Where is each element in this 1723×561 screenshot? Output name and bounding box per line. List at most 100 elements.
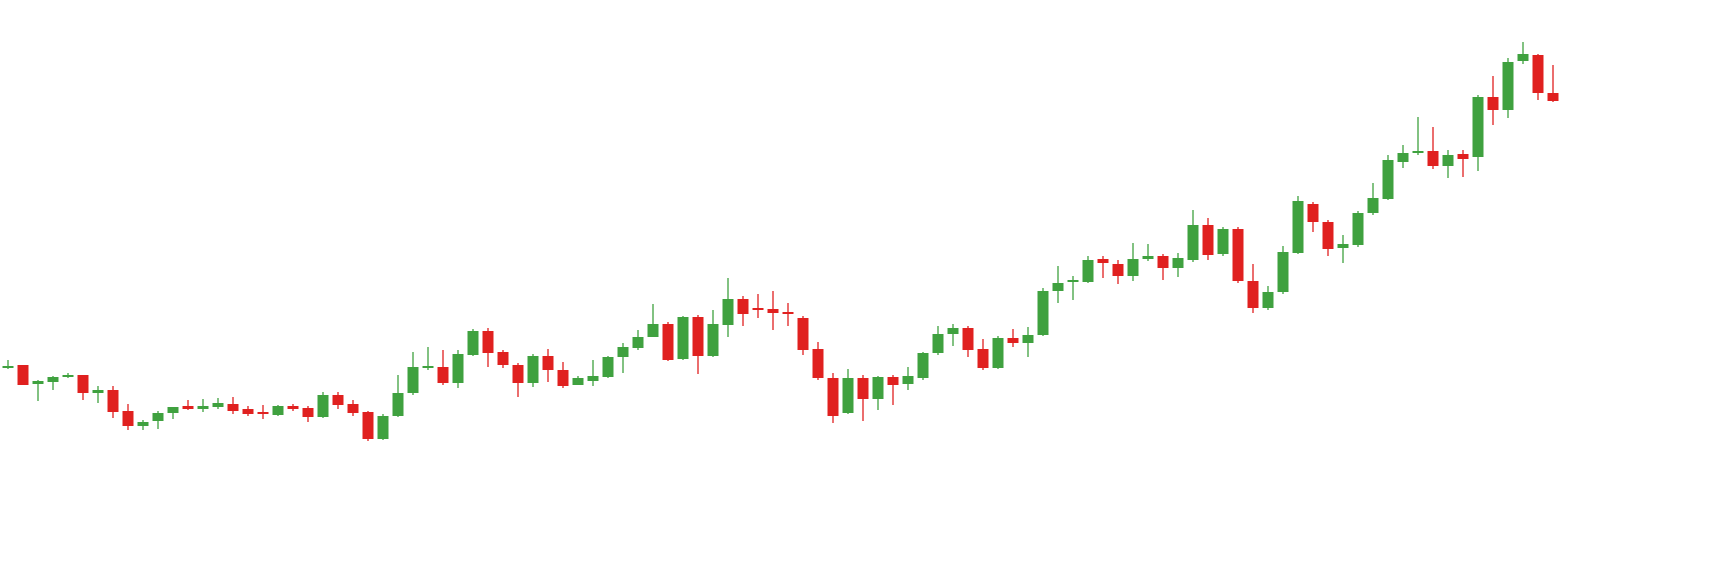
candle (1127, 243, 1139, 281)
candle (1112, 260, 1124, 284)
candle-body (17, 365, 29, 385)
candle (1097, 256, 1109, 278)
candle (377, 414, 389, 440)
candle-body (1112, 264, 1124, 276)
candle (932, 326, 944, 355)
candle-body (782, 312, 794, 314)
candle-body (452, 354, 464, 383)
candle (1262, 286, 1274, 310)
candle-body (152, 413, 164, 421)
candle-body (332, 395, 344, 405)
candle-body (1442, 155, 1454, 166)
candle (662, 322, 674, 361)
candle (77, 375, 89, 400)
candle (1382, 155, 1394, 200)
candle-body (242, 409, 254, 414)
candle-body (467, 331, 479, 355)
candle (242, 406, 254, 416)
candle-body (212, 403, 224, 407)
candle-body (1307, 204, 1319, 222)
candle (1412, 117, 1424, 155)
candle-body (1172, 258, 1184, 268)
candle (407, 352, 419, 395)
candle-body (1232, 229, 1244, 281)
candle (1187, 210, 1199, 262)
candle-body (47, 377, 59, 382)
candle (767, 291, 779, 330)
candle (1247, 264, 1259, 313)
candle-body (1142, 256, 1154, 259)
candle-body (602, 357, 614, 377)
candle (1472, 95, 1484, 171)
candle-body (707, 324, 719, 356)
candle (917, 352, 929, 380)
candle-body (1277, 252, 1289, 292)
candle (1547, 65, 1559, 102)
candle-body (2, 366, 14, 368)
candle-body (1007, 338, 1019, 343)
candle (1322, 220, 1334, 256)
candle-body (272, 406, 284, 415)
candle-body (1217, 229, 1229, 254)
candle (527, 354, 539, 387)
candle (1292, 196, 1304, 254)
candle-body (1067, 280, 1079, 282)
candle-body (122, 411, 134, 426)
candle-body (557, 370, 569, 386)
candle-body (287, 406, 299, 409)
candle (632, 330, 644, 350)
candle (737, 296, 749, 326)
candle (602, 356, 614, 378)
candle-body (797, 318, 809, 350)
candle-body (812, 349, 824, 378)
candle (467, 329, 479, 356)
candle-body (107, 390, 119, 412)
candle-body (1082, 260, 1094, 282)
candle (677, 316, 689, 360)
candle (1217, 227, 1229, 256)
candle (317, 392, 329, 418)
candle-body (1322, 222, 1334, 249)
candle-body (872, 377, 884, 399)
candle-body (962, 328, 974, 350)
candle (947, 324, 959, 346)
candle (782, 303, 794, 326)
candle-body (1457, 154, 1469, 159)
candle (992, 336, 1004, 369)
candle (1202, 218, 1214, 260)
candle-body (917, 353, 929, 378)
candle-body (617, 347, 629, 357)
candle-body (362, 412, 374, 439)
candle-body (1202, 225, 1214, 255)
candle (962, 326, 974, 357)
candle (1367, 183, 1379, 215)
candle-body (1382, 160, 1394, 199)
candle-body (1292, 201, 1304, 253)
candle (1502, 58, 1514, 118)
candle (1052, 266, 1064, 303)
candle-body (1397, 153, 1409, 162)
candle (167, 407, 179, 419)
candle-body (1472, 97, 1484, 157)
candle-body (1502, 62, 1514, 110)
candle (1352, 211, 1364, 247)
candle-body (1412, 151, 1424, 153)
candle (182, 400, 194, 410)
candle (1067, 276, 1079, 300)
candle-body (1097, 259, 1109, 263)
candle-body (722, 299, 734, 325)
candle-body (647, 324, 659, 337)
candle-body (497, 352, 509, 365)
candle-body (77, 375, 89, 393)
candle (827, 373, 839, 423)
candle (1037, 288, 1049, 336)
candle-body (1262, 292, 1274, 308)
candle-body (92, 390, 104, 393)
candle (1397, 145, 1409, 168)
candle-body (542, 356, 554, 370)
candle (437, 350, 449, 385)
candle (92, 386, 104, 403)
candle (512, 363, 524, 397)
